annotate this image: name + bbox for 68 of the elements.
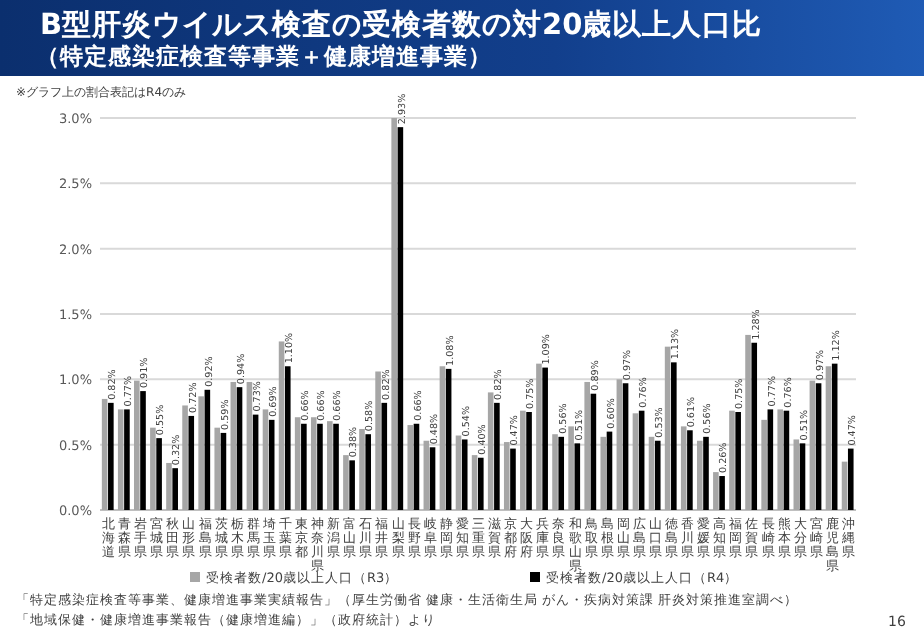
bar (188, 415, 195, 510)
bar (359, 428, 365, 510)
bar (503, 442, 510, 510)
bar (847, 448, 854, 510)
bar (703, 436, 709, 510)
bar (214, 427, 221, 510)
bar (166, 462, 172, 510)
bar (333, 423, 339, 510)
bar (429, 447, 436, 510)
bar (172, 468, 178, 510)
bar (568, 426, 574, 510)
bar (117, 409, 124, 510)
bar (767, 409, 774, 510)
bar (381, 402, 388, 510)
bar (150, 427, 156, 510)
bar (310, 417, 317, 510)
chart-subtitle: （特定感染症検査等事業＋健康増進事業） (36, 42, 492, 70)
bar (494, 402, 500, 510)
bar (671, 362, 677, 510)
bar (478, 457, 484, 510)
bar (510, 448, 516, 510)
bar (317, 423, 323, 510)
bar (536, 363, 542, 510)
bar (471, 455, 478, 510)
bar (542, 367, 548, 510)
bar (574, 443, 581, 510)
bar (391, 118, 397, 510)
bar (751, 342, 758, 510)
bar (680, 426, 687, 510)
bar (284, 366, 291, 510)
bar (729, 410, 735, 510)
bar (134, 380, 140, 510)
bar (327, 421, 333, 510)
bar (687, 430, 693, 510)
bar (156, 438, 162, 510)
bar (552, 434, 558, 510)
bar (735, 412, 741, 510)
bar (520, 410, 526, 510)
bar (140, 391, 146, 510)
bar (713, 472, 719, 510)
bar (365, 434, 371, 510)
bar (526, 412, 532, 510)
bar (278, 341, 285, 510)
bar (777, 409, 784, 510)
bar (745, 334, 751, 510)
bar (696, 440, 703, 510)
bar (461, 439, 468, 510)
bar (301, 423, 307, 510)
bar (198, 396, 204, 510)
bar (262, 409, 269, 510)
bar (632, 413, 639, 510)
chart-title: B型肝炎ウイルス検査の受検者数の対20歳以上人口比 (40, 6, 763, 42)
bar (375, 371, 381, 510)
bar (654, 440, 661, 510)
bar (761, 419, 767, 510)
bar (799, 443, 806, 510)
bar (349, 460, 355, 510)
bar (343, 455, 349, 510)
bar (407, 425, 414, 510)
bar (108, 402, 114, 510)
bar (558, 436, 565, 510)
bar (793, 439, 800, 510)
bar (584, 381, 590, 510)
bar (182, 405, 188, 510)
bar (124, 409, 130, 510)
bar (719, 476, 725, 510)
bar (487, 392, 494, 510)
bar (600, 436, 607, 510)
